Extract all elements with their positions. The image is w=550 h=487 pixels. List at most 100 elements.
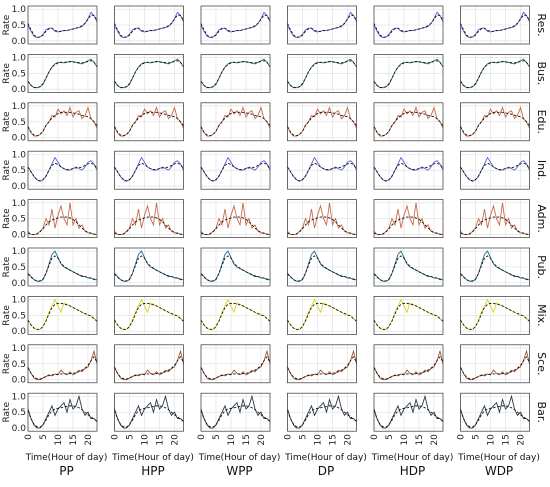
- axes-frame: [460, 5, 530, 45]
- x-tick-label: 20: [171, 434, 181, 446]
- series-fit-line: [200, 216, 271, 235]
- subplot: 0.0 0.5 1.0: [12, 296, 98, 337]
- axes-frame: [27, 296, 98, 335]
- subplot: [460, 54, 530, 93]
- subplot: [460, 5, 530, 45]
- series-fit-line: [114, 60, 184, 89]
- subplot: [114, 150, 184, 190]
- subplot: [114, 54, 184, 93]
- series-fit-line: [200, 255, 271, 282]
- x-tick-label: 20: [430, 434, 440, 446]
- series-actual-line: [373, 394, 444, 429]
- x-tick-label: 15: [415, 434, 425, 445]
- axes-frame: [114, 150, 184, 190]
- subplot: [200, 199, 271, 238]
- axes-frame: [200, 247, 271, 287]
- series-fit-line: [114, 111, 184, 137]
- series-fit-line: [114, 302, 184, 330]
- series-fit-line: [114, 255, 184, 282]
- series-fit-line: [460, 60, 530, 89]
- series-fit-line: [287, 60, 357, 89]
- axes-frame: [287, 392, 357, 432]
- subplot: [287, 102, 357, 142]
- subplot: [287, 5, 357, 45]
- series-fit-line: [373, 255, 444, 282]
- x-tick-label: 15: [502, 434, 512, 445]
- axes-frame: [373, 54, 444, 93]
- axes-frame: [287, 150, 357, 190]
- axes-frame: [114, 247, 184, 287]
- series-fit-line: [460, 405, 530, 428]
- series-fit-line: [460, 216, 530, 235]
- subplot: 0.0 0.5 1.0: [12, 150, 98, 192]
- series-actual-line: [287, 394, 357, 429]
- x-tick-label: 20: [344, 434, 354, 446]
- series-fit-line: [287, 405, 357, 428]
- y-tick-label: 1.0: [12, 199, 27, 209]
- axes-frame: [287, 54, 357, 93]
- axes-frame: [373, 296, 444, 335]
- x-axis-label: Time(Hour of day): [25, 453, 108, 463]
- y-tick-label: 0.0: [12, 279, 27, 289]
- subplot: [460, 150, 530, 190]
- subplot: [373, 199, 444, 238]
- column-title: PP: [59, 464, 73, 478]
- row-label: Mix.: [535, 304, 548, 327]
- axes-frame: [200, 344, 271, 384]
- subplot: [114, 102, 184, 142]
- column-title: WDP: [485, 464, 513, 478]
- row-label: Bar.: [535, 402, 548, 423]
- column-title: HPP: [141, 464, 165, 478]
- subplot: [460, 344, 530, 384]
- series-fit-line: [200, 14, 271, 38]
- series-fit-line: [27, 302, 98, 330]
- series-fit-line: [460, 14, 530, 38]
- y-axis-label: Rate: [2, 208, 12, 229]
- subplot: [460, 199, 530, 238]
- axes-frame: [114, 199, 184, 238]
- x-tick-label: 10: [487, 434, 497, 446]
- x-axis-label: Time(Hour of day): [111, 453, 194, 463]
- subplot: [373, 247, 444, 287]
- series-fit-line: [114, 405, 184, 428]
- x-tick-label: 10: [54, 434, 64, 446]
- series-fit-line: [200, 405, 271, 428]
- subplot: 0 5 10 15 20: [370, 392, 444, 446]
- series-fit-line: [200, 162, 271, 182]
- series-fit-line: [460, 111, 530, 137]
- y-tick-label: 1.0: [12, 150, 27, 160]
- axes-frame: [287, 5, 357, 45]
- axes-frame: [373, 5, 444, 45]
- series-actual-line: [114, 394, 184, 429]
- axes-frame: [27, 150, 98, 190]
- axes-frame: [287, 344, 357, 384]
- subplot: 0.0 0.5 1.0: [12, 199, 98, 240]
- y-tick-label: 0.0: [12, 182, 27, 192]
- x-tick-label: 0: [111, 434, 121, 440]
- subplot: [114, 199, 184, 238]
- subplot: [373, 54, 444, 93]
- axes-frame: [460, 102, 530, 142]
- x-tick-label: 10: [314, 434, 324, 446]
- series-fit-line: [27, 356, 98, 380]
- axes-frame: [373, 102, 444, 142]
- subplot: [373, 296, 444, 335]
- axes-frame: [27, 199, 98, 238]
- x-tick-label: 5: [299, 434, 309, 440]
- subplot: 0 5 10 15 20: [284, 392, 357, 446]
- subplot: [460, 102, 530, 142]
- axes-frame: [114, 392, 184, 432]
- axes-frame: [200, 54, 271, 93]
- x-tick-label: 20: [257, 434, 267, 446]
- axes-frame: [27, 54, 98, 93]
- series-actual-line: [27, 394, 98, 429]
- axes-frame: [460, 344, 530, 384]
- subplot: [200, 344, 271, 384]
- x-tick-label: 15: [69, 434, 79, 445]
- x-tick-label: 5: [126, 434, 136, 440]
- series-actual-line: [200, 394, 271, 429]
- series-fit-line: [114, 14, 184, 38]
- subplot: [287, 54, 357, 93]
- subplot: [373, 150, 444, 190]
- subplot: [200, 150, 271, 190]
